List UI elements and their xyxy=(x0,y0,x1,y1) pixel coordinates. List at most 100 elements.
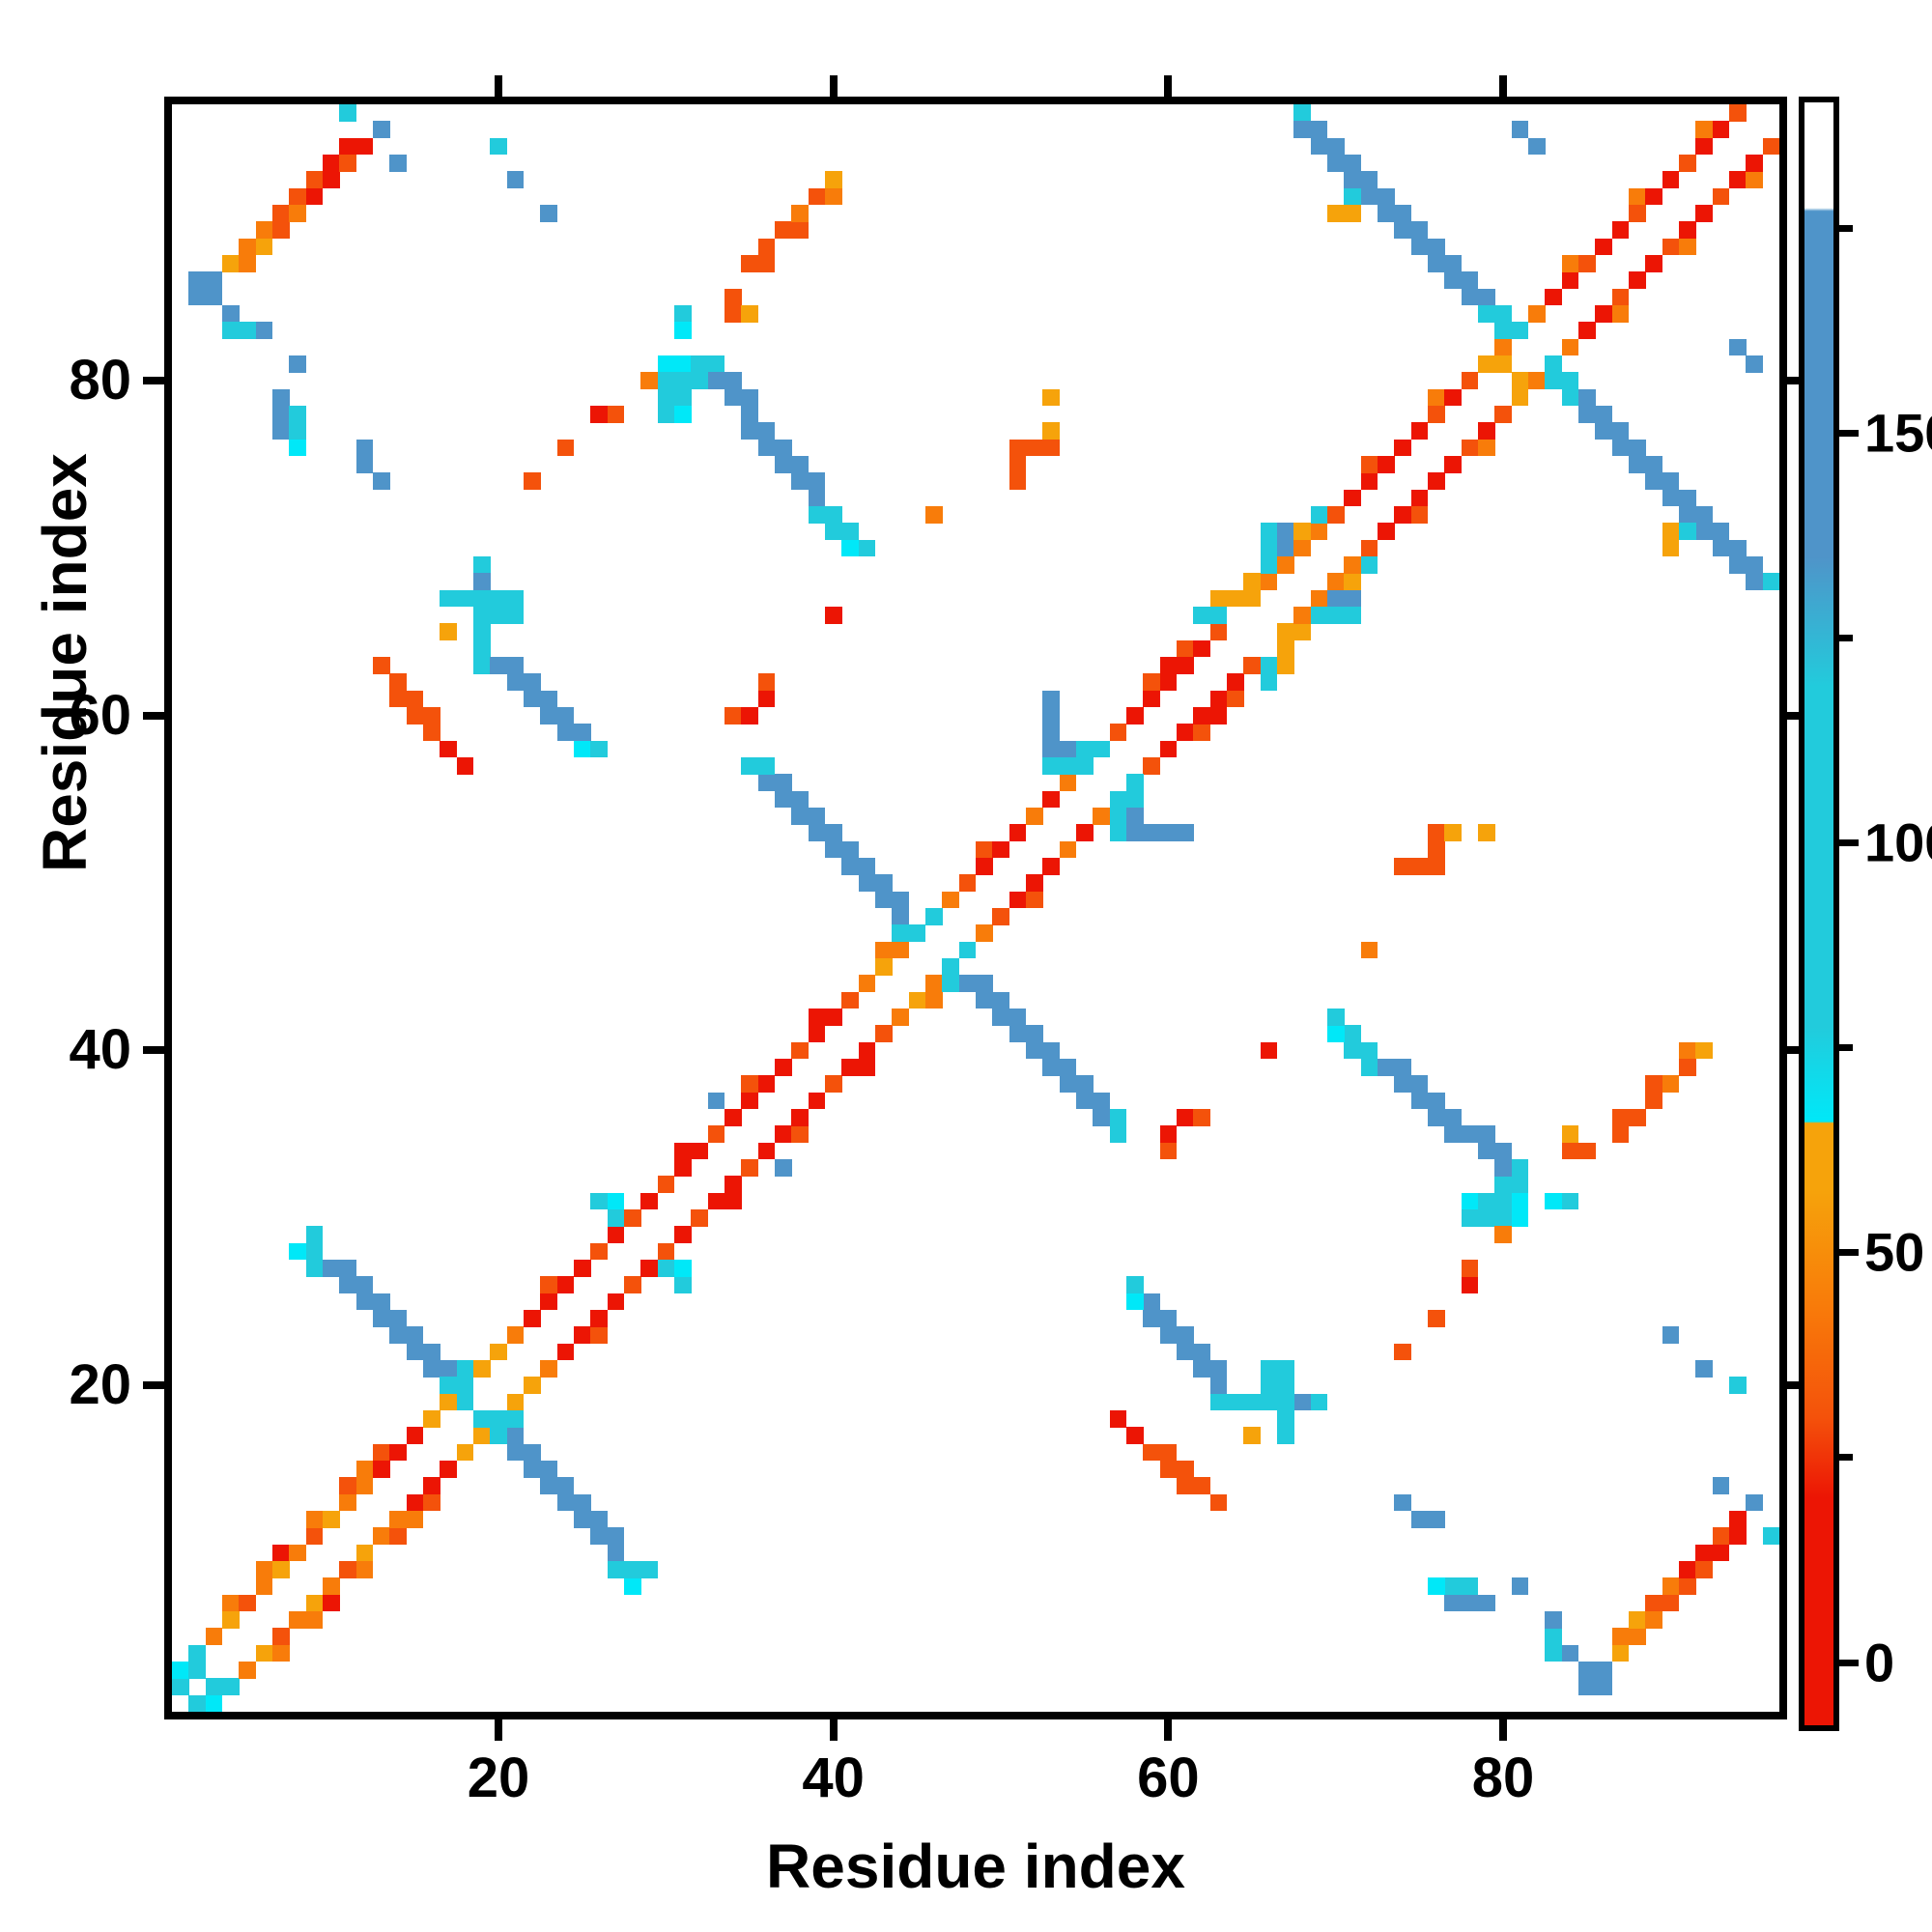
matrix-cell xyxy=(1578,255,1596,272)
matrix-cell xyxy=(1260,1360,1278,1378)
matrix-cell xyxy=(524,673,541,692)
matrix-cell xyxy=(1629,1109,1646,1126)
matrix-cell xyxy=(1277,539,1294,557)
matrix-cell xyxy=(976,991,993,1009)
matrix-cell xyxy=(473,573,491,591)
matrix-cell xyxy=(791,1109,810,1126)
matrix-cell xyxy=(1344,1025,1362,1043)
matrix-cell xyxy=(1243,1393,1262,1411)
matrix-cell xyxy=(473,657,491,674)
matrix-cell xyxy=(791,790,810,809)
matrix-cell xyxy=(640,1260,659,1277)
matrix-cell xyxy=(607,1561,625,1578)
matrix-cell xyxy=(1243,589,1262,608)
matrix-cell xyxy=(691,372,709,390)
matrix-cell xyxy=(1260,657,1278,674)
matrix-cell xyxy=(540,205,558,222)
matrix-cell xyxy=(1712,121,1730,139)
matrix-cell xyxy=(1561,255,1579,272)
matrix-cell xyxy=(1410,489,1429,507)
matrix-cell xyxy=(1679,523,1696,541)
matrix-cell xyxy=(1645,1594,1663,1612)
matrix-cell xyxy=(674,1142,692,1160)
colorbar-minor-tick xyxy=(1839,224,1853,232)
matrix-cell xyxy=(757,439,776,457)
matrix-cell xyxy=(1076,1092,1094,1110)
matrix-cell xyxy=(389,155,408,172)
matrix-cell xyxy=(657,1260,675,1277)
matrix-cell xyxy=(1293,104,1312,122)
matrix-cell xyxy=(222,255,240,272)
matrix-cell xyxy=(1109,1109,1127,1126)
x-tick-label: 20 xyxy=(467,1747,530,1809)
matrix-cell xyxy=(892,908,910,925)
matrix-cell xyxy=(1126,1427,1144,1445)
matrix-cell xyxy=(1209,1360,1228,1378)
matrix-cell xyxy=(741,1075,759,1094)
matrix-cell xyxy=(674,406,692,423)
matrix-cell xyxy=(992,840,1010,859)
matrix-cell xyxy=(1611,221,1630,240)
matrix-cell xyxy=(825,171,842,189)
matrix-cell xyxy=(808,824,826,842)
matrix-cell xyxy=(1277,1393,1294,1411)
axis-tick-mark xyxy=(1164,1719,1173,1741)
matrix-cell xyxy=(674,372,692,390)
matrix-cell xyxy=(775,1059,792,1076)
matrix-cell xyxy=(724,1176,742,1194)
matrix-cell xyxy=(1428,858,1445,875)
matrix-cell xyxy=(373,1527,390,1546)
matrix-cell xyxy=(1327,1009,1345,1026)
matrix-cell xyxy=(1310,121,1328,139)
matrix-cell xyxy=(1277,1360,1294,1378)
matrix-cell xyxy=(1143,673,1161,692)
matrix-cell xyxy=(1428,255,1445,272)
matrix-cell xyxy=(1494,305,1513,323)
matrix-cell xyxy=(423,1360,440,1378)
matrix-cell xyxy=(205,271,223,290)
matrix-cell xyxy=(506,1326,525,1345)
matrix-cell xyxy=(1159,1443,1178,1462)
matrix-cell xyxy=(1344,155,1362,172)
matrix-cell xyxy=(239,255,257,272)
matrix-cell xyxy=(1662,171,1680,189)
matrix-cell xyxy=(323,1594,340,1612)
matrix-cell xyxy=(423,724,440,742)
matrix-cell xyxy=(1578,1662,1596,1679)
matrix-cell xyxy=(607,1226,625,1244)
matrix-cell xyxy=(305,1594,324,1612)
matrix-cell xyxy=(1327,607,1345,624)
matrix-cell xyxy=(1059,757,1077,775)
axis-tick-mark xyxy=(495,75,502,97)
matrix-cell xyxy=(724,1192,742,1210)
matrix-cell xyxy=(1394,858,1412,875)
matrix-cell xyxy=(942,975,960,993)
matrix-cell xyxy=(524,690,541,708)
matrix-cell xyxy=(1561,1142,1579,1160)
matrix-cell xyxy=(574,1260,591,1277)
matrix-cell xyxy=(1177,639,1194,658)
matrix-cell xyxy=(1209,607,1228,624)
matrix-cell xyxy=(1344,573,1362,591)
matrix-cell xyxy=(1746,171,1764,189)
axis-tick-mark xyxy=(829,75,838,97)
matrix-cell xyxy=(1126,1293,1144,1311)
matrix-cell xyxy=(1394,506,1412,524)
matrix-cell xyxy=(1545,1644,1563,1662)
matrix-cell xyxy=(1093,1092,1111,1110)
matrix-cell xyxy=(1695,205,1714,222)
matrix-cell xyxy=(272,1544,290,1562)
axis-tick-mark xyxy=(829,1719,838,1741)
matrix-cell xyxy=(1093,808,1111,825)
matrix-cell xyxy=(1528,372,1546,390)
matrix-cell xyxy=(992,1009,1010,1026)
matrix-cell xyxy=(1026,808,1043,825)
matrix-cell xyxy=(1143,824,1161,842)
x-tick-label: 60 xyxy=(1137,1747,1200,1809)
matrix-cell xyxy=(1209,1493,1228,1512)
matrix-cell xyxy=(1260,1377,1278,1395)
axis-tick-mark xyxy=(1787,1381,1808,1389)
matrix-cell xyxy=(1494,1159,1513,1177)
matrix-cell xyxy=(355,1477,374,1495)
matrix-cell xyxy=(1310,137,1328,156)
